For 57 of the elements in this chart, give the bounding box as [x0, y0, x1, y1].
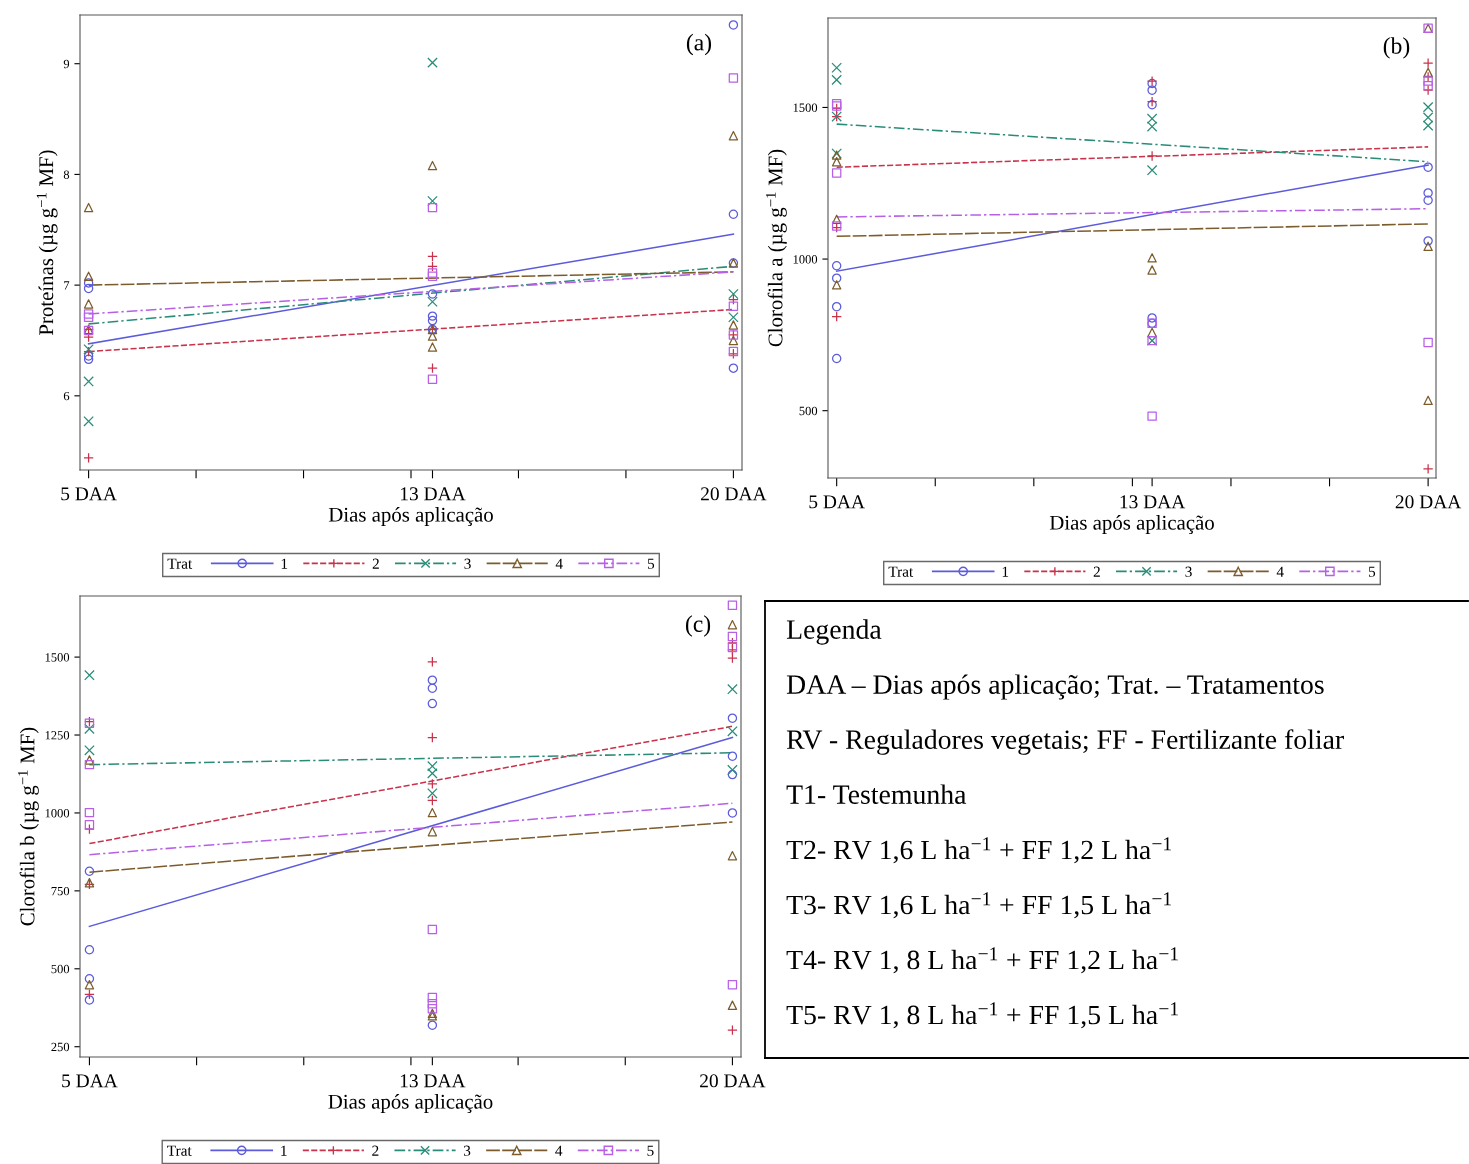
- y-tick-label: 750: [51, 886, 70, 896]
- x-axis-title: Dias após aplicação: [328, 1094, 493, 1113]
- x-tick-label: 13 DAA: [1120, 495, 1186, 509]
- legend-label: 5: [1368, 566, 1376, 577]
- y-tick-label: 7: [64, 281, 70, 290]
- legend-label: 2: [372, 558, 379, 569]
- y-tick-label: 1000: [45, 808, 70, 818]
- y-axis-title: Proteínas (µg g$^{−1}$ MF): [36, 150, 58, 336]
- legend-label: 3: [463, 1145, 471, 1156]
- annotation: (a): [686, 33, 712, 56]
- text: Legenda: [786, 619, 882, 645]
- y-tick-label: 9: [63, 59, 70, 69]
- text: DAA – Dias após aplicação; Trat. – Tratamentos: [786, 674, 1324, 700]
- text: T4- RV 1, 8 L ha$^{−1}$ + FF 1,2 L ha$^{−1}$: [786, 947, 1178, 974]
- annotation: (c): [685, 615, 711, 637]
- x-axis-title: Dias após aplicação: [1049, 515, 1214, 534]
- x-tick-label: 20 DAA: [1395, 495, 1462, 509]
- legend-label: 1: [281, 1145, 287, 1156]
- y-tick-label: 1000: [793, 255, 818, 264]
- x-tick-label: 5 DAA: [61, 487, 117, 501]
- legend-label: 2: [372, 1145, 379, 1156]
- y-tick-label: 1500: [793, 103, 818, 112]
- y-tick-label: 8: [63, 170, 70, 179]
- y-tick-label: 500: [51, 964, 70, 974]
- y-tick-label: 250: [51, 1042, 70, 1052]
- x-tick-label: 5 DAA: [62, 1074, 118, 1088]
- x-tick-label: 20 DAA: [701, 487, 767, 501]
- legend-label: 4: [555, 558, 563, 569]
- legend-title: Trat: [888, 566, 914, 577]
- legend-label: 5: [647, 558, 655, 569]
- legend-label: 5: [647, 1145, 654, 1156]
- legend-label: 4: [1276, 566, 1284, 577]
- y-tick-label: 6: [63, 391, 70, 401]
- x-tick-label: 5 DAA: [809, 495, 865, 509]
- y-tick-label: 1250: [45, 731, 70, 740]
- legend-label: 3: [464, 558, 471, 569]
- text: T5- RV 1, 8 L ha$^{−1}$ + FF 1,5 L ha$^{−1}$: [786, 1002, 1178, 1029]
- y-tick-label: 500: [799, 406, 818, 416]
- legend-title: Trat: [167, 558, 193, 569]
- annotation: (b): [1383, 37, 1410, 59]
- x-tick-label: 13 DAA: [400, 1074, 466, 1088]
- legend-label: 3: [1185, 566, 1192, 577]
- text: RV - Reguladores vegetais; FF - Fertilizante foliar: [786, 729, 1344, 755]
- y-axis-title: Clorofila a (µg g$^{−1}$ MF): [765, 149, 787, 347]
- x-tick-label: 20 DAA: [700, 1074, 766, 1088]
- x-tick-label: 13 DAA: [400, 487, 466, 501]
- text: T2- RV 1,6 L ha$^{−1}$ + FF 1,2 L ha$^{−1}$: [786, 837, 1171, 864]
- legend-label: 2: [1093, 566, 1100, 577]
- text: T1- Testemunha: [786, 784, 967, 804]
- y-axis-title: Clorofila b (µg g$^{−1}$ MF): [17, 727, 39, 926]
- legend-label: 1: [281, 558, 288, 569]
- y-tick-label: 1500: [45, 653, 70, 662]
- legend-label: 4: [555, 1145, 563, 1156]
- legend-label: 1: [1002, 566, 1009, 577]
- text: T3- RV 1,6 L ha$^{−1}$ + FF 1,5 L ha$^{−1}$: [786, 892, 1171, 919]
- legend-title: Trat: [167, 1145, 192, 1156]
- x-axis-title: Dias após aplicação: [328, 507, 493, 526]
